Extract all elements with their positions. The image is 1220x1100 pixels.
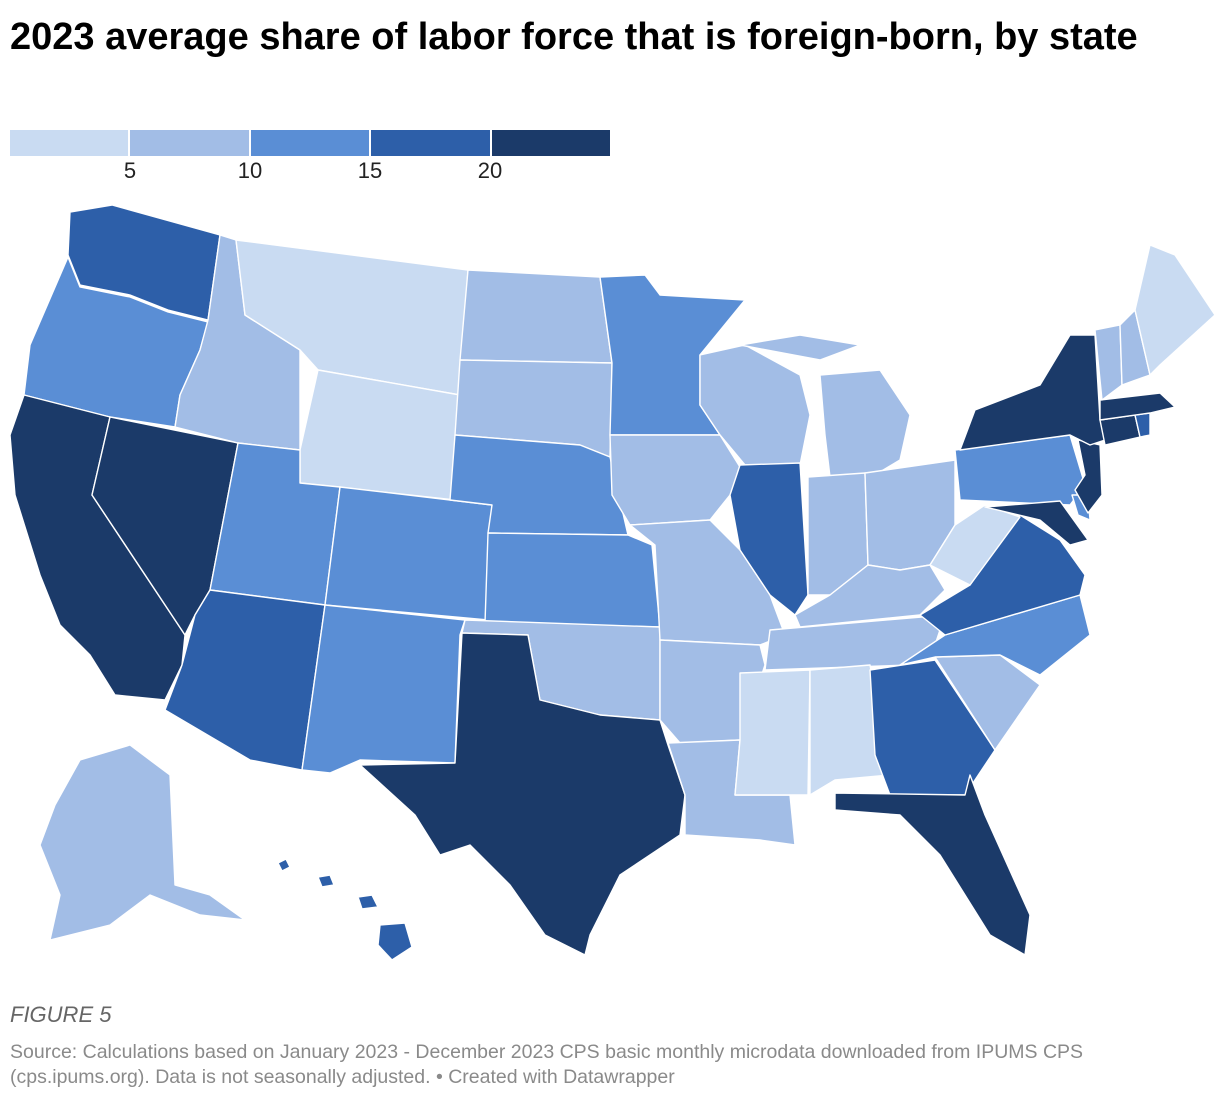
legend-swatch-2 — [250, 130, 370, 156]
state-tn[interactable] — [764, 614, 946, 671]
state-ny[interactable] — [959, 334, 1121, 451]
legend-swatch-0 — [10, 130, 129, 156]
state-ma[interactable] — [1099, 392, 1176, 421]
state-ak[interactable] — [39, 744, 246, 941]
legend-tick-label: 10 — [237, 158, 263, 183]
state-nd[interactable] — [459, 269, 613, 364]
state-il[interactable] — [729, 462, 809, 616]
legend-ticks: 5 10 15 20 — [10, 156, 610, 184]
figure-label: FIGURE 5 — [10, 1002, 112, 1027]
legend-tick-label: 15 — [357, 158, 383, 183]
us-state-map — [0, 195, 1220, 995]
state-fl[interactable] — [834, 774, 1031, 956]
state-hi[interactable] — [277, 858, 413, 961]
legend-bar — [10, 130, 611, 156]
state-ms[interactable] — [734, 669, 811, 796]
color-legend: 5 10 15 20 — [10, 130, 611, 184]
state-co[interactable] — [324, 486, 493, 621]
state-ks[interactable] — [484, 532, 661, 628]
state-md[interactable] — [984, 500, 1089, 546]
legend-swatch-1 — [130, 130, 249, 156]
legend-swatch-4 — [491, 130, 611, 156]
state-nj[interactable] — [1074, 439, 1103, 514]
chart-title: 2023 average share of labor force that i… — [10, 16, 1138, 58]
state-ia[interactable] — [609, 434, 746, 526]
state-tx[interactable] — [359, 632, 686, 956]
state-me[interactable] — [1134, 244, 1216, 376]
legend-tick-label: 20 — [477, 158, 503, 183]
state-nm[interactable] — [301, 604, 466, 774]
source-note: Source: Calculations based on January 20… — [10, 1041, 1084, 1088]
state-al[interactable] — [809, 664, 891, 796]
legend-swatch-3 — [371, 130, 490, 156]
legend-tick-label: 5 — [123, 158, 137, 183]
state-vt[interactable] — [1094, 324, 1123, 401]
state-mi[interactable] — [739, 334, 911, 478]
state-wa[interactable] — [67, 204, 221, 321]
